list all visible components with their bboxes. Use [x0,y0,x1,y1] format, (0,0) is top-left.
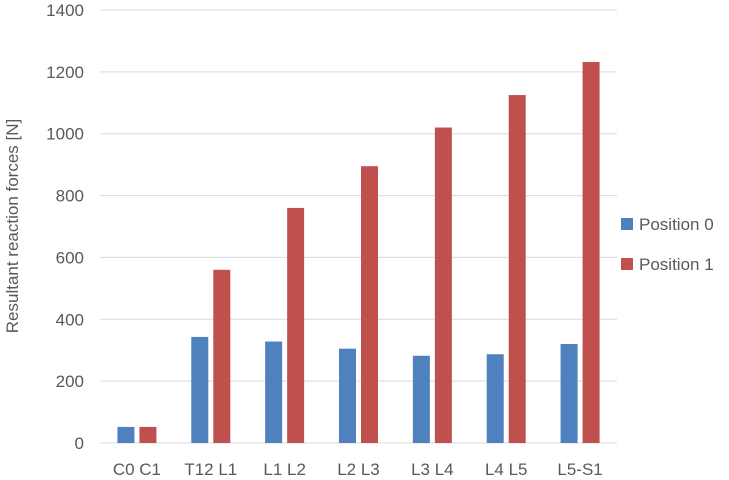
x-tick-label: T12 L1 [184,460,237,479]
y-tick-label: 400 [56,310,84,329]
bar-position-1-1 [213,269,231,443]
y-tick-label: 1400 [46,1,84,20]
y-tick-label: 600 [56,248,84,267]
bar-position-1-4 [434,127,452,444]
y-tick-label: 800 [56,187,84,206]
bar-position-0-2 [265,341,283,443]
x-axis-tick-labels: C0 C1 T12 L1 L1 L2 L2 L3 L3 L4 L4 L5 L5-S1 [113,460,603,479]
bar-position-0-4 [412,355,430,443]
legend-swatch [621,258,633,270]
bar-position-1-2 [287,207,305,443]
x-tick-label: L3 L4 [411,460,454,479]
x-tick-label: L1 L2 [263,460,306,479]
bar-position-1-3 [361,166,378,444]
y-tick-label: 1000 [46,125,84,144]
x-tick-label: C0 C1 [113,460,161,479]
x-tick-label: L2 L3 [337,460,380,479]
y-axis-tick-labels: 0 200 400 600 800 1000 1200 1400 [46,1,84,453]
bar-position-0-5 [486,354,504,443]
legend-swatch [621,218,633,230]
bars [117,61,600,444]
legend-label: Position 1 [639,255,714,274]
x-tick-label: L5-S1 [557,460,602,479]
legend: Position 0 Position 1 [621,215,714,274]
legend-label: Position 0 [639,215,714,234]
y-tick-label: 1200 [46,63,84,82]
y-axis-title: Resultant reaction forces [N] [3,119,22,333]
bar-position-0-1 [191,336,209,443]
y-tick-label: 0 [75,434,84,453]
bar-position-0-6 [560,344,578,443]
x-tick-label: L4 L5 [485,460,528,479]
bar-position-1-0 [139,426,157,443]
bar-position-0-3 [339,348,356,443]
bar-position-1-5 [508,95,526,443]
bar-position-1-6 [582,61,600,444]
gridlines [100,9,617,444]
bar-position-0-0 [117,426,135,443]
y-tick-label: 200 [56,372,84,391]
